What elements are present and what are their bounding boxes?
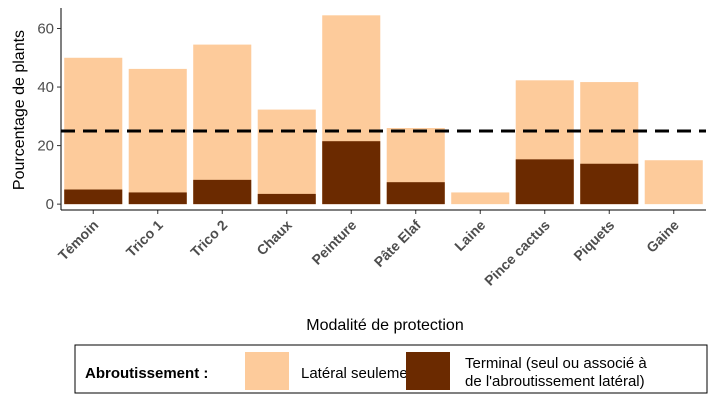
bar-terminal-2 <box>193 179 252 205</box>
legend-label-terminal-line-2: de l'abroutissement latéral) <box>465 373 645 390</box>
x-tick-label-6: Laine <box>451 217 488 254</box>
bar-lateral-1 <box>128 68 187 205</box>
x-axis-title: Modalité de protection <box>306 317 463 334</box>
y-tick-label-3: 60 <box>37 20 54 37</box>
bar-terminal-1 <box>128 192 187 205</box>
legend-swatch-lateral <box>245 352 289 390</box>
y-tick-label-0: 0 <box>46 196 54 213</box>
x-tick-label-9: Gaine <box>643 217 682 256</box>
bar-lateral-9 <box>644 160 703 205</box>
bar-terminal-7 <box>515 159 574 205</box>
legend: Abroutissement : Latéral seulement Termi… <box>74 344 708 394</box>
legend-title: Abroutissement : <box>85 365 208 382</box>
bar-terminal-8 <box>580 163 639 205</box>
bar-terminal-4 <box>322 141 381 205</box>
legend-label-lateral: Latéral seulement <box>301 365 421 382</box>
legend-swatch-terminal <box>406 352 450 390</box>
y-tick-label-1: 20 <box>37 138 54 155</box>
legend-box <box>74 344 708 394</box>
x-tick-label-5: Pâte Elaf <box>371 217 424 270</box>
x-tick-label-8: Piquets <box>570 217 617 264</box>
y-tick-label-2: 40 <box>37 79 54 96</box>
y-axis-title: Pourcentage de plants <box>11 30 28 190</box>
bar-terminal-3 <box>257 193 316 205</box>
bar-terminal-0 <box>64 189 123 205</box>
x-tick-label-4: Peinture <box>308 217 359 268</box>
bar-lateral-2 <box>193 44 252 205</box>
x-tick-label-2: Trico 2 <box>187 217 230 260</box>
bar-lateral-3 <box>257 109 316 205</box>
bars-layer <box>64 15 703 205</box>
x-tick-label-1: Trico 1 <box>123 217 166 260</box>
x-tick-label-0: Témoin <box>55 217 102 264</box>
bar-lateral-6 <box>451 192 510 205</box>
x-tick-label-7: Pince cactus <box>481 217 553 289</box>
legend-label-terminal-line-1: Terminal (seul ou associé à <box>465 355 647 372</box>
bar-terminal-5 <box>386 182 445 205</box>
x-tick-label-3: Chaux <box>253 217 295 259</box>
